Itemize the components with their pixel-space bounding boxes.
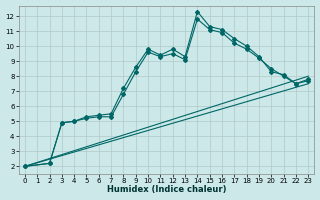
X-axis label: Humidex (Indice chaleur): Humidex (Indice chaleur) [107,185,226,194]
